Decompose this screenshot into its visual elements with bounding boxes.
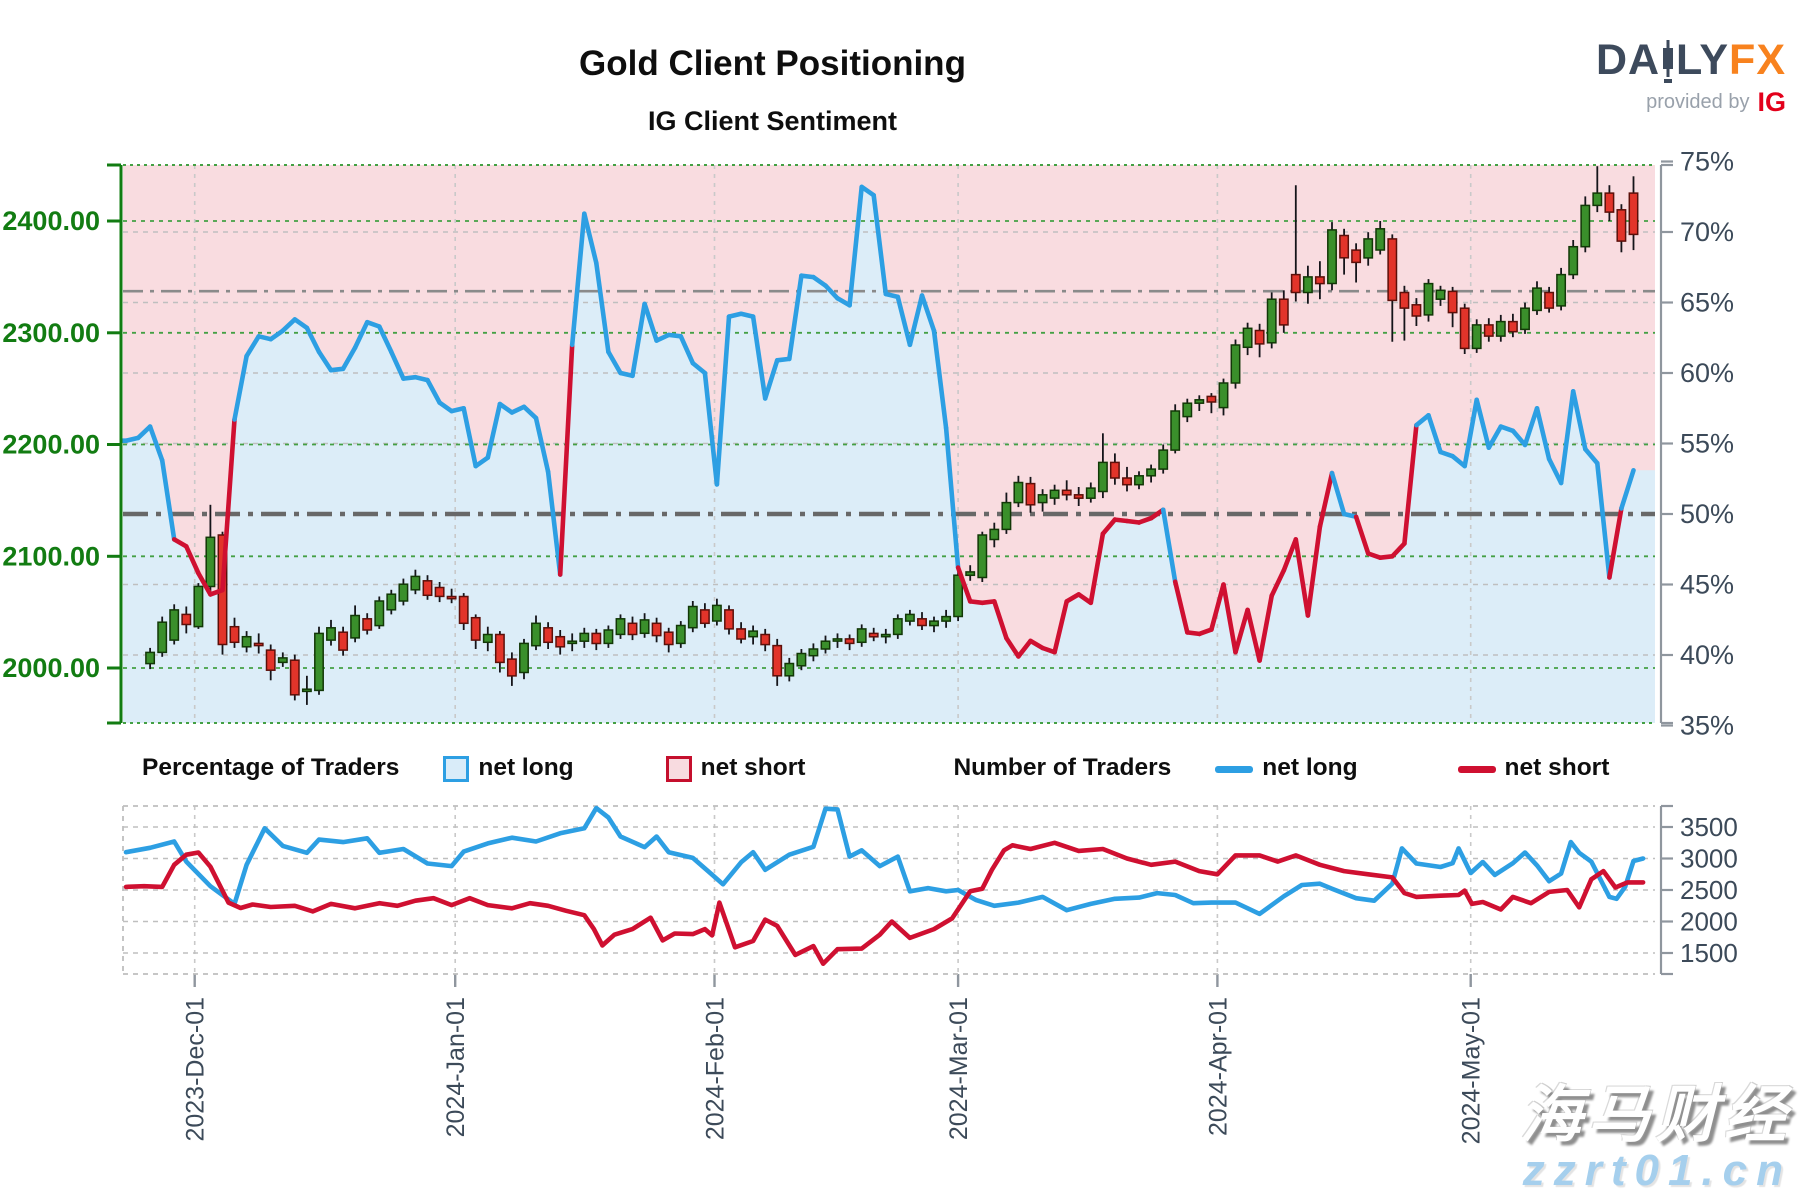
chart-subtitle: IG Client Sentiment [647,106,898,136]
candles-layer [145,166,1639,705]
svg-text:2200.00: 2200.00 [2,430,100,460]
svg-text:2024-Mar-01: 2024-Mar-01 [945,997,973,1140]
traders-net-short-line [123,840,1646,966]
net-long-line-swatch [1215,765,1254,773]
net-long-label: net long [478,753,574,781]
watermark: 海马财经 zzrt01.cn [1520,1083,1792,1194]
net-short-line-label: net short [1504,753,1610,781]
net-short-area-swatch [665,756,692,782]
svg-text:3500: 3500 [1680,812,1738,842]
svg-text:2024-May-01: 2024-May-01 [1458,997,1486,1144]
svg-text:2300.00: 2300.00 [2,318,100,348]
logo-text-fx: FX [1729,36,1786,84]
svg-text:2100.00: 2100.00 [2,541,100,571]
svg-text:60%: 60% [1680,358,1734,388]
svg-text:50%: 50% [1680,499,1734,529]
svg-text:55%: 55% [1680,429,1734,459]
net-short-label: net short [700,753,806,781]
dailyfx-logo: DA LY FX provided by IG [1596,36,1786,118]
net-long-percent-line [120,184,1636,663]
svg-text:2024-Jan-01: 2024-Jan-01 [442,997,470,1137]
svg-text:2000.00: 2000.00 [2,653,100,683]
svg-text:2500: 2500 [1680,875,1738,905]
watermark-line1: 海马财经 [1519,1080,1792,1150]
logo-provided-by: provided by [1646,91,1750,113]
ig-logo: IG [1757,87,1786,117]
svg-text:2023-Dec-01: 2023-Dec-01 [182,997,210,1142]
page-title: Gold Client Positioning [579,44,966,83]
net-long-area-swatch [443,756,470,782]
svg-text:45%: 45% [1680,570,1734,600]
legend-pct-title: Percentage of Traders [142,753,400,781]
legend: Percentage of Traders net long net short… [142,753,1609,782]
net-short-line-swatch [1457,765,1496,773]
legend-num-title: Number of Traders [953,753,1172,781]
net-long-line-label: net long [1262,753,1358,781]
svg-text:2400.00: 2400.00 [2,206,100,236]
svg-text:70%: 70% [1680,217,1734,247]
candlestick-icon [1663,39,1674,83]
svg-text:3000: 3000 [1680,844,1738,874]
watermark-line2: zzrt01.cn [1522,1145,1792,1195]
logo-text-ly: LY [1676,36,1730,84]
svg-text:1500: 1500 [1680,938,1738,968]
svg-text:2024-Apr-01: 2024-Apr-01 [1204,997,1232,1136]
svg-text:40%: 40% [1680,640,1734,670]
svg-text:35%: 35% [1680,711,1734,741]
svg-text:2000: 2000 [1680,907,1738,937]
logo-text-da: DA [1595,36,1661,84]
svg-text:65%: 65% [1680,288,1734,318]
traders-net-long-line [123,805,1646,917]
svg-text:75%: 75% [1680,147,1734,177]
svg-text:2024-Feb-01: 2024-Feb-01 [702,997,730,1140]
